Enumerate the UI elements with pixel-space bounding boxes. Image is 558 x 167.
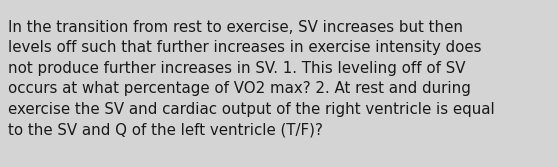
- Text: In the transition from rest to exercise, SV increases but then
levels off such t: In the transition from rest to exercise,…: [8, 20, 495, 137]
